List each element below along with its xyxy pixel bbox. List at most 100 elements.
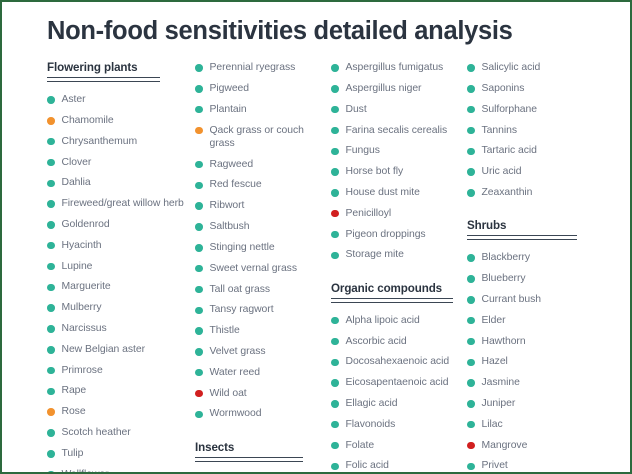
list-item[interactable]: Salicylic acid [467,61,607,74]
list-item[interactable]: House dust mite [331,186,467,199]
list-item[interactable]: Docosahexaenoic acid [331,355,467,368]
list-item[interactable]: Dahlia [47,176,195,189]
list-item[interactable]: Ragweed [195,158,331,171]
list-item[interactable]: Sweet vernal grass [195,262,331,275]
list-item[interactable]: Velvet grass [195,345,331,358]
list-item[interactable]: Tannins [467,124,607,137]
item-label: Ribwort [209,200,245,212]
list-item[interactable]: Marguerite [47,280,195,293]
list-item[interactable]: Wormwood [195,407,331,420]
list-item[interactable]: Privet [467,459,607,472]
list-item[interactable]: Water reed [195,366,331,379]
status-dot-normal-icon [195,410,203,419]
list-item[interactable]: Elder [467,314,607,327]
list-item[interactable]: Tulip [47,447,195,460]
list-item[interactable]: Perennial ryegrass [195,61,331,74]
item-label: Ragweed [209,158,254,170]
status-dot-elevated-icon [47,117,55,125]
item-list: Blackberry Blueberry Currant bush Elder Hawt… [467,251,607,472]
list-item[interactable]: Ribwort [195,199,331,212]
list-item[interactable]: Saponins [467,82,607,95]
list-item[interactable]: Ascorbic acid [331,335,467,348]
list-item[interactable]: Lupine [47,260,195,273]
list-item[interactable]: Zeaxanthin [467,186,607,199]
list-item[interactable]: Penicilloyl [331,207,467,220]
list-item[interactable]: Saltbush [195,220,331,233]
column-1: Flowering plants Aster Chamomile Chrysanthe… [47,61,195,472]
list-item[interactable]: Qack grass or couch grass [195,124,331,151]
list-item[interactable]: Scotch heather [47,426,195,439]
list-item[interactable]: Currant bush [467,293,607,306]
status-dot-normal-icon [47,470,55,472]
list-item[interactable]: Red fescue [195,178,331,191]
item-label: Goldenrod [61,218,110,230]
item-label: Elder [481,314,506,326]
list-item[interactable]: Folic acid [331,459,467,472]
list-item[interactable]: Tartaric acid [467,144,607,157]
item-label: Dust [345,103,367,115]
item-label: Plantain [209,103,247,115]
list-item[interactable]: Aspergillus niger [331,82,467,95]
list-item[interactable]: Storage mite [331,248,467,261]
item-label: Currant bush [481,293,542,305]
list-item[interactable]: Juniper [467,397,607,410]
status-dot-normal-icon [195,368,203,377]
list-item[interactable]: Jasmine [467,376,607,389]
list-item[interactable]: Horse bot fly [331,165,467,178]
list-item[interactable]: New Belgian aster [47,343,195,356]
item-label: Mulberry [61,302,102,314]
list-item[interactable]: Mangrove [467,439,607,452]
list-item[interactable]: Lilac [467,418,607,431]
list-item[interactable]: Rape [47,384,195,397]
list-item[interactable]: Ellagic acid [331,397,467,410]
list-item[interactable]: Wild oat [195,387,331,400]
list-item[interactable]: Fireweed/great willow herb [47,197,195,210]
list-item[interactable]: Goldenrod [47,218,195,231]
list-item[interactable]: Fungus [331,144,467,157]
status-dot-normal-icon [195,202,203,210]
status-dot-normal-icon [331,230,339,239]
list-item[interactable]: Eicosapentaenoic acid [331,376,467,389]
status-dot-normal-icon [331,189,339,197]
status-dot-normal-icon [47,325,55,333]
item-label: Thistle [209,325,240,337]
list-item[interactable]: Chrysanthemum [47,135,195,148]
list-item[interactable]: Pigweed [195,82,331,95]
list-item[interactable]: Alpha lipoic acid [331,314,467,327]
list-item[interactable]: Sulforphane [467,103,607,116]
list-item[interactable]: Hyacinth [47,239,195,252]
list-item[interactable]: Plantain [195,103,331,116]
list-item[interactable]: Chamomile [47,114,195,127]
list-item[interactable]: Blueberry [467,272,607,285]
list-item[interactable]: Primrose [47,364,195,377]
list-item[interactable]: Stinging nettle [195,241,331,254]
status-dot-normal-icon [195,348,203,356]
item-label: Scotch heather [61,427,131,439]
item-label: Primrose [61,364,103,376]
item-label: Pigeon droppings [345,228,426,240]
list-item[interactable]: Dust [331,103,467,116]
list-item[interactable]: Blackberry [467,251,607,264]
list-item[interactable]: Mulberry [47,301,195,314]
list-item[interactable]: Clover [47,156,195,169]
list-item[interactable]: Wallflower [47,468,195,472]
list-item[interactable]: Tansy ragwort [195,303,331,316]
list-item[interactable]: Aspergillus fumigatus [331,61,467,74]
list-item[interactable]: Farina secalis cerealis [331,124,467,137]
list-item[interactable]: Hawthorn [467,335,607,348]
list-item[interactable]: Aster [47,93,195,106]
status-dot-high-icon [467,441,475,450]
list-item[interactable]: Rose [47,405,195,418]
list-item[interactable]: Hazel [467,355,607,368]
list-item[interactable]: Folate [331,439,467,452]
list-item[interactable]: Flavonoids [331,418,467,431]
list-item[interactable]: Thistle [195,324,331,337]
list-item[interactable]: Tall oat grass [195,283,331,296]
status-dot-normal-icon [195,264,203,273]
list-item[interactable]: Uric acid [467,165,607,178]
status-dot-normal-icon [47,137,55,146]
list-item[interactable]: Pigeon droppings [331,228,467,241]
list-item[interactable]: Narcissus [47,322,195,335]
item-label: Sulforphane [481,103,538,115]
